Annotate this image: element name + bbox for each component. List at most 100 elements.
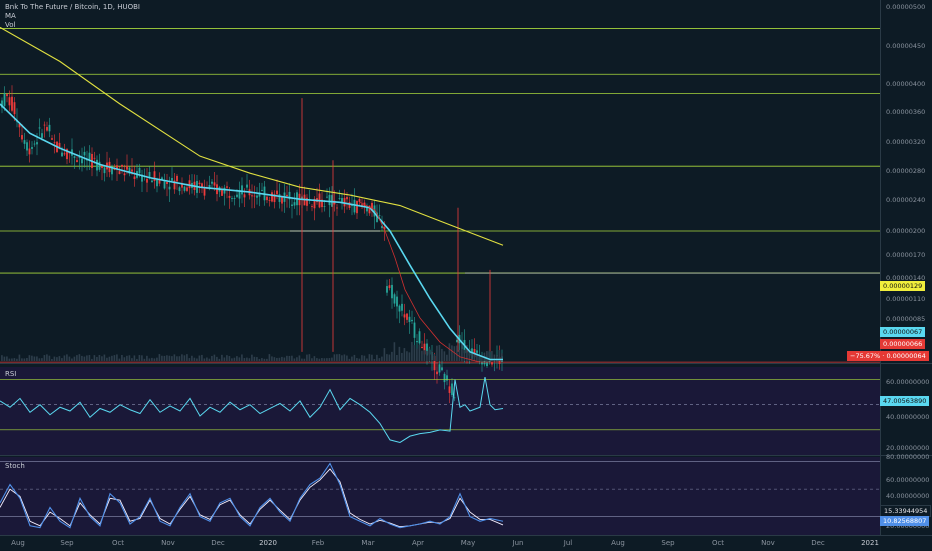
volume-bar — [116, 354, 118, 361]
volume-bar — [321, 357, 323, 361]
volume-bar — [163, 355, 166, 361]
candle-body — [123, 173, 126, 176]
volume-bar — [23, 358, 26, 361]
stoch-pane[interactable] — [0, 457, 880, 535]
volume-bar — [153, 358, 156, 361]
rsi-label[interactable]: RSI — [5, 370, 17, 378]
volume-bar — [501, 353, 503, 361]
volume-bar — [206, 357, 208, 361]
volume-bar — [383, 348, 386, 361]
candle-body — [151, 180, 153, 183]
time-axis[interactable] — [0, 535, 932, 551]
volume-bar — [131, 358, 133, 361]
volume-bar — [68, 356, 71, 361]
volume-bar — [406, 351, 408, 361]
candle-body — [166, 181, 168, 185]
volume-bar — [223, 357, 226, 361]
candle-body — [256, 195, 258, 198]
volume-bar — [301, 358, 303, 361]
volume-bar — [476, 352, 478, 361]
volume-bar — [3, 356, 6, 361]
candle-body — [51, 138, 53, 140]
volume-bar — [161, 355, 163, 361]
volume-bar — [16, 358, 18, 361]
volume-bar — [158, 354, 161, 361]
volume-bar — [211, 355, 213, 361]
rsi-axis-tick-label: 60.00000000 — [886, 378, 930, 386]
pane-separator[interactable] — [0, 363, 932, 364]
candle-body — [313, 198, 316, 209]
candle-body — [223, 187, 226, 194]
candle-body — [311, 206, 313, 207]
candle-body — [238, 190, 241, 199]
volume-bar — [333, 354, 336, 361]
candle-body — [13, 102, 16, 115]
volume-bar — [456, 345, 458, 361]
volume-bar — [488, 350, 491, 361]
volume-bar — [368, 354, 371, 361]
candle-body — [258, 192, 261, 197]
volume-bar — [58, 356, 61, 361]
candle-body — [171, 177, 173, 181]
stoch-k-line — [0, 462, 504, 529]
volume-indicator-label[interactable]: Vol — [5, 21, 16, 29]
candle-body — [453, 397, 456, 399]
volume-bar — [398, 346, 401, 361]
rsi-pane[interactable] — [0, 367, 880, 455]
stoch-label[interactable]: Stoch — [5, 462, 25, 470]
candle-body — [38, 127, 41, 129]
volume-bar — [63, 355, 66, 361]
volume-bar — [358, 358, 361, 361]
symbol-title[interactable]: Bnk To The Future / Bitcoin, 1D, HUOBI — [5, 3, 140, 11]
candle-body — [121, 164, 123, 167]
candle-body — [158, 179, 161, 184]
volume-bar — [238, 357, 241, 361]
chart-legend: Bnk To The Future / Bitcoin, 1D, HUOBI M… — [5, 3, 140, 30]
candle-body — [78, 157, 81, 159]
candle-body — [126, 165, 128, 170]
volume-bar — [388, 354, 391, 361]
volume-bar — [18, 354, 21, 361]
ma-indicator-label[interactable]: MA — [5, 12, 16, 20]
candle-body — [356, 200, 358, 214]
volume-bar — [393, 342, 396, 361]
volume-bar — [291, 355, 293, 361]
candle-body — [138, 167, 141, 174]
chart-canvas[interactable] — [0, 0, 880, 535]
volume-bar — [428, 348, 431, 361]
candle-body — [423, 343, 426, 355]
candle-body — [426, 343, 428, 356]
candle-body — [438, 364, 441, 373]
volume-bar — [151, 357, 153, 361]
volume-bar — [171, 356, 173, 361]
price-scale[interactable] — [880, 0, 932, 535]
candle-body — [446, 375, 448, 381]
time-tick-label: Dec — [211, 539, 225, 547]
volume-bar — [168, 355, 171, 361]
candle-body — [391, 284, 393, 299]
volume-bar — [21, 358, 23, 361]
candle-body — [278, 194, 281, 202]
rsi-value-tag: 47.00563890 — [880, 396, 930, 406]
candle-body — [133, 176, 136, 180]
volume-bar — [361, 355, 363, 361]
volume-bar — [256, 357, 258, 361]
volume-bar — [458, 349, 461, 361]
candle-body — [66, 149, 68, 160]
volume-bar — [468, 349, 471, 361]
volume-bar — [403, 348, 406, 361]
volume-bar — [443, 351, 446, 361]
volume-bar — [88, 355, 91, 361]
volume-bar — [266, 358, 268, 361]
candle-body — [131, 169, 133, 172]
volume-bar — [201, 354, 203, 361]
price-axis-tick-label: 0.00000110 — [886, 295, 926, 303]
pane-separator[interactable] — [0, 455, 932, 456]
candle-body — [186, 187, 188, 191]
volume-bar — [1, 355, 3, 361]
candle-body — [128, 167, 131, 174]
candle-body — [288, 191, 291, 200]
volume-bar — [386, 354, 388, 361]
volume-bar — [251, 354, 253, 361]
candle-body — [418, 331, 421, 344]
